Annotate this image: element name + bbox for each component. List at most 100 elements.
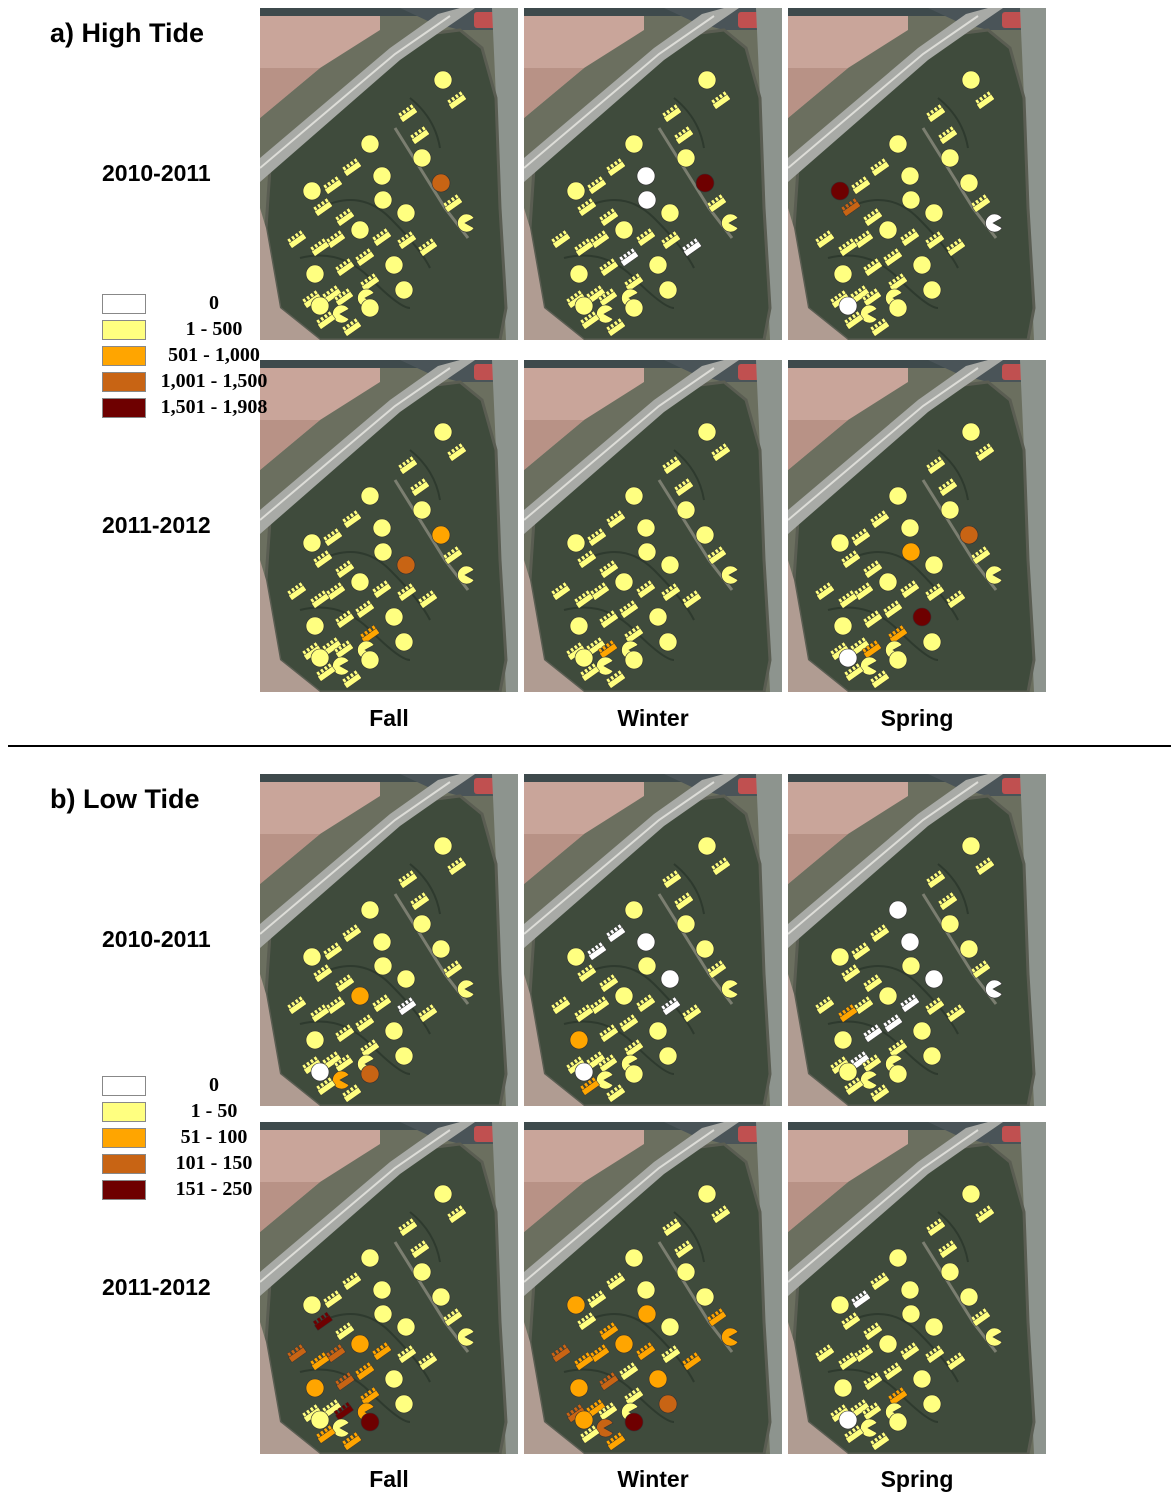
plot-comb — [661, 455, 683, 475]
red-building — [474, 1126, 498, 1142]
bay-water — [756, 360, 782, 692]
plot-pacman — [985, 565, 1003, 585]
plot-circle — [431, 939, 451, 959]
plot-comb — [598, 1371, 620, 1391]
season-label-high-spring: Spring — [880, 705, 954, 731]
highway-lane — [260, 15, 451, 169]
plot-circle — [624, 1412, 644, 1432]
red-building — [738, 364, 762, 380]
plot-comb — [598, 1023, 620, 1043]
plot-comb — [397, 103, 419, 123]
plot-pacman — [860, 656, 878, 676]
legend-swatch — [102, 372, 146, 392]
plot-comb — [673, 891, 695, 911]
highway-lane — [788, 1129, 979, 1283]
plot-comb — [286, 581, 308, 601]
plot-circle — [637, 190, 657, 210]
plot-circle — [360, 650, 380, 670]
plot-comb — [325, 229, 347, 249]
plot-comb — [315, 662, 337, 682]
plot-circle — [838, 296, 858, 316]
plot-comb — [660, 230, 682, 250]
plot-circle — [888, 1412, 908, 1432]
map-panel-low-2010-2011-winter — [524, 774, 782, 1106]
top-levee — [788, 360, 1046, 368]
red-building — [738, 778, 762, 794]
plot-comb — [635, 579, 657, 599]
plot-comb — [333, 287, 355, 307]
salt-pond-shade — [788, 834, 848, 884]
plot-comb — [840, 197, 862, 217]
season-label-low-fall: Fall — [369, 1466, 409, 1492]
plot-comb — [605, 157, 627, 177]
section-divider — [8, 745, 1171, 747]
plot-comb — [660, 582, 682, 602]
plot-comb — [849, 1398, 871, 1418]
plot-comb — [322, 527, 344, 547]
plot-pacman — [860, 1070, 878, 1090]
plot-comb — [359, 1038, 381, 1058]
top-levee — [260, 8, 518, 16]
map-svg — [788, 1122, 1046, 1454]
plot-circle — [695, 1287, 715, 1307]
plot-comb — [409, 891, 431, 911]
season-label-low-winter: Winter — [617, 1466, 689, 1492]
plot-comb — [396, 230, 418, 250]
plot-circle — [305, 264, 325, 284]
plot-comb — [623, 1386, 645, 1406]
plot-circle — [959, 525, 979, 545]
plot-comb — [814, 995, 836, 1015]
plot-circle — [924, 555, 944, 575]
red-building — [474, 778, 498, 794]
plot-comb — [673, 125, 695, 145]
plot-circle — [888, 486, 908, 506]
legend-swatch — [102, 1154, 146, 1174]
land-bottom-left — [260, 560, 320, 692]
map-svg — [524, 774, 782, 1106]
plot-comb — [579, 1424, 601, 1444]
plot-comb — [598, 609, 620, 629]
map-panel-low-2010-2011-spring — [788, 774, 1046, 1106]
plot-pacman — [860, 304, 878, 324]
plot-circle — [373, 956, 393, 976]
plot-comb — [882, 1361, 904, 1381]
plot-comb — [661, 869, 683, 889]
internal-path — [657, 479, 734, 591]
red-building — [1002, 364, 1026, 380]
map-svg — [260, 1122, 518, 1454]
plot-circle — [396, 203, 416, 223]
plot-circle — [900, 932, 920, 952]
map-svg — [260, 774, 518, 1106]
plot-comb — [673, 477, 695, 497]
highway-lane — [788, 15, 979, 169]
land-bottom-left — [788, 208, 848, 340]
plot-comb — [605, 317, 627, 337]
plot-comb — [661, 1217, 683, 1237]
map-panel-low-2011-2012-spring — [788, 1122, 1046, 1454]
channel — [409, 1211, 441, 1263]
plot-comb — [550, 229, 572, 249]
plot-comb — [589, 229, 611, 249]
map-panel-low-2010-2011-fall — [260, 774, 518, 1106]
map-svg — [788, 774, 1046, 1106]
plot-circle — [961, 1184, 981, 1204]
plot-comb — [899, 227, 921, 247]
plot-circle — [676, 914, 696, 934]
plot-comb — [862, 1321, 884, 1341]
map-svg — [524, 1122, 782, 1454]
plot-circle — [878, 1334, 898, 1354]
plot-comb — [849, 636, 871, 656]
plot-circle — [636, 166, 656, 186]
plot-circle — [624, 900, 644, 920]
plot-circle — [384, 1021, 404, 1041]
plot-comb — [576, 197, 598, 217]
plot-circle — [360, 486, 380, 506]
plot-comb — [550, 581, 572, 601]
plot-comb — [579, 1076, 601, 1096]
internal-path — [657, 893, 734, 1005]
plot-comb — [598, 973, 620, 993]
plot-comb — [869, 669, 891, 689]
plot-circle — [912, 1021, 932, 1041]
plot-circle — [433, 70, 453, 90]
plot-comb — [286, 229, 308, 249]
